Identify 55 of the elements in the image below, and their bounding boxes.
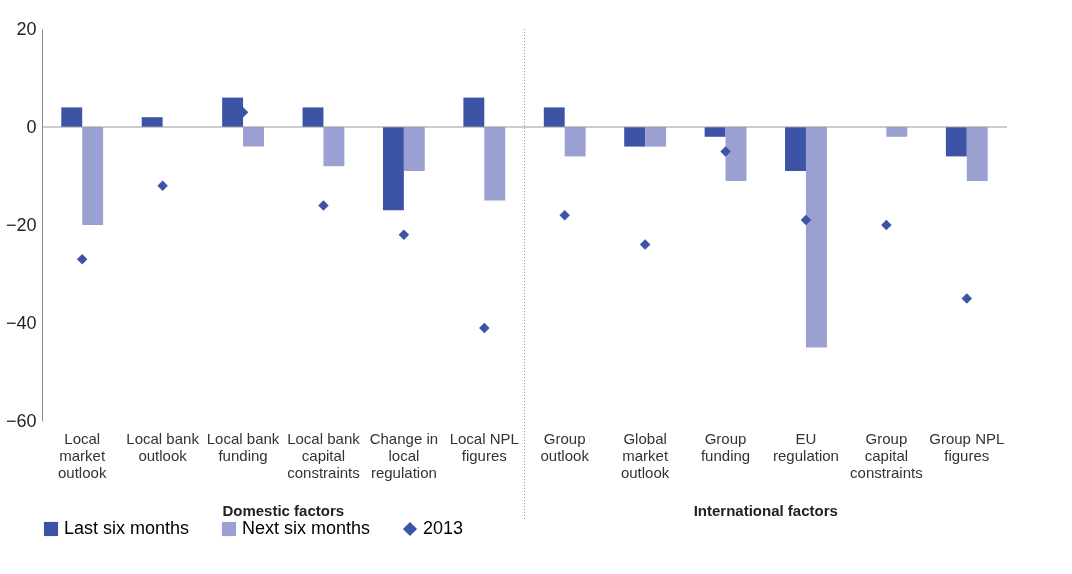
- point: [800, 214, 812, 226]
- point: [479, 322, 490, 334]
- bar: [785, 127, 806, 172]
- y-tick-label: −60: [5, 410, 37, 431]
- point: [76, 254, 88, 265]
- x-tick-label: EU regulation: [773, 429, 839, 464]
- bar: [382, 127, 404, 211]
- bar: [82, 127, 104, 225]
- bar: [463, 97, 485, 127]
- text: Domestic factors: [222, 502, 345, 519]
- bar: [945, 127, 967, 157]
- x-tick-label: Global market outlook: [620, 429, 670, 481]
- x-tick-label: Group outlook: [540, 429, 590, 464]
- y-tick-label: 0: [26, 116, 37, 137]
- bar: [966, 127, 988, 181]
- legend-label: Next six months: [242, 518, 371, 538]
- bar: [725, 127, 747, 181]
- y-tick-label: 20: [16, 18, 37, 39]
- point: [398, 229, 410, 241]
- bar: [61, 107, 83, 127]
- x-tick-label: Local bank funding: [206, 429, 280, 464]
- text: International factors: [693, 502, 838, 519]
- bar: [484, 127, 506, 201]
- x-tick-label: Local market outlook: [58, 429, 107, 481]
- y-tick-label: −40: [5, 312, 37, 333]
- x-tick-label: Local bank outlook: [126, 429, 200, 464]
- point: [318, 200, 329, 211]
- x-tick-label: Group NPL figures: [929, 429, 1005, 464]
- x-tick-label: Change in local regulation: [369, 429, 439, 481]
- legend-label: 2013: [423, 518, 464, 538]
- x-tick-label: Group funding: [700, 429, 751, 464]
- bar: [243, 127, 264, 147]
- legend-label: Last six months: [64, 518, 190, 538]
- bar: [704, 127, 726, 137]
- bar: [564, 127, 586, 157]
- x-tick-label: Group capital constraints: [850, 429, 923, 481]
- bar: [886, 127, 908, 137]
- bar: [645, 127, 667, 147]
- bar: [141, 117, 163, 127]
- point: [559, 209, 570, 221]
- point: [881, 219, 892, 231]
- bar: [222, 97, 244, 127]
- x-tick-label: Local bank capital constraints: [287, 429, 361, 481]
- point: [720, 146, 731, 157]
- x-tick-label: Local NPL figures: [449, 429, 519, 464]
- point: [157, 180, 168, 192]
- bar: [624, 127, 646, 147]
- point: [961, 293, 973, 304]
- bar: [403, 127, 425, 172]
- y-tick-label: −20: [5, 214, 37, 235]
- bar: [543, 107, 565, 127]
- bar: [302, 107, 324, 127]
- bar: [323, 127, 345, 167]
- bar: [805, 127, 827, 348]
- point: [639, 239, 651, 250]
